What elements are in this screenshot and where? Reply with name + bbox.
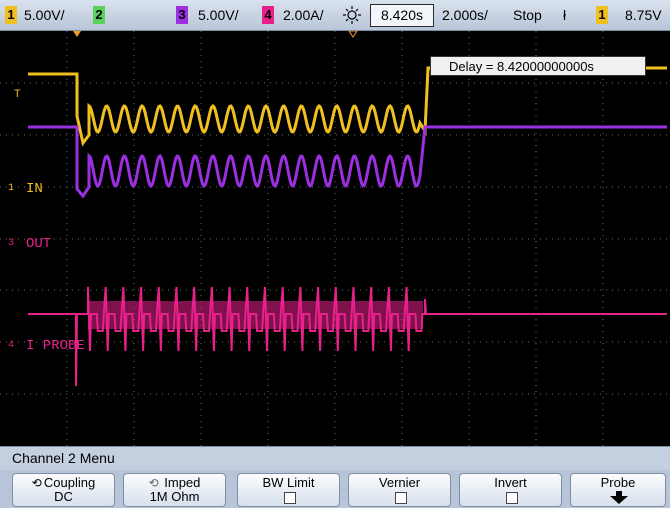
ch3-indicator[interactable]: 3 [176, 6, 188, 24]
impedance-softkey[interactable]: ⟲ Imped 1M Ohm [123, 473, 226, 507]
brightness-icon[interactable] [341, 0, 363, 30]
graticule-grid [0, 31, 670, 446]
vernier-softkey[interactable]: Vernier [348, 473, 451, 507]
ch4-scale[interactable]: 2.00A/ [283, 7, 324, 23]
softkey-bar: ⟲ Coupling DC ⟲ Imped 1M Ohm BW Limit Ver… [0, 470, 670, 508]
trigger-position-readout[interactable]: 8.420s [370, 4, 434, 27]
vernier-label: Vernier [378, 475, 421, 490]
ch3-ground-marker[interactable]: 3 [8, 238, 15, 249]
ch4-ground-marker[interactable]: 4 [8, 340, 15, 351]
rotary-knob-icon: ⟲ [148, 476, 159, 490]
delay-readout: Delay = 8.42000000000s [430, 56, 646, 76]
ch3-waveform [28, 125, 667, 199]
rotary-knob-icon: ⟲ [31, 476, 42, 490]
menu-title: Channel 2 Menu [12, 450, 115, 466]
probe-softkey[interactable]: Probe [570, 473, 666, 507]
delay-marker-icon [348, 31, 358, 38]
waveform-graticule [0, 31, 670, 446]
ch1-indicator[interactable]: 1 [5, 6, 17, 24]
waveform-area[interactable]: T 1 IN 3 OUT 4 I PROBE Delay = 8.4200000… [0, 31, 670, 446]
trigger-source[interactable]: 1 [596, 6, 608, 24]
ch1-scale[interactable]: 5.00V/ [24, 7, 65, 23]
probe-label: Probe [600, 475, 636, 490]
invert-checkbox[interactable] [505, 492, 518, 504]
ch4-indicator[interactable]: 4 [262, 6, 274, 24]
bw-limit-softkey[interactable]: BW Limit [237, 473, 340, 507]
impedance-value: 1M Ohm [149, 489, 200, 504]
ch3-label: OUT [26, 236, 52, 252]
status-bar: 1 5.00V/ 2 3 5.00V/ 4 2.00A/ 8.420s 2.00… [0, 0, 670, 31]
invert-label: Invert [494, 475, 527, 490]
run-state[interactable]: Stop [513, 7, 542, 23]
ch1-ground-marker[interactable]: 1 [8, 183, 15, 194]
trigger-marker-icon [73, 31, 81, 37]
ch2-indicator[interactable]: 2 [93, 6, 105, 24]
ch1-trigger-level-marker: T [14, 89, 21, 101]
ch1-label: IN [26, 181, 43, 197]
bw-limit-checkbox[interactable] [283, 492, 296, 504]
invert-softkey[interactable]: Invert [459, 473, 562, 507]
coupling-value: DC [54, 489, 73, 504]
coupling-softkey[interactable]: ⟲ Coupling DC [12, 473, 115, 507]
bw-limit-label: BW Limit [262, 475, 315, 490]
ch4-label: I PROBE [26, 338, 85, 354]
ch4-envelope [88, 301, 423, 329]
ch3-scale[interactable]: 5.00V/ [198, 7, 239, 23]
trigger-edge-icon[interactable]: ł [563, 7, 567, 23]
timebase-readout[interactable]: 2.000s/ [442, 7, 488, 23]
menu-title-bar: Channel 2 Menu [0, 446, 670, 471]
vernier-checkbox[interactable] [394, 492, 407, 504]
trigger-level[interactable]: 8.75V [625, 7, 662, 23]
submenu-down-arrow-icon [610, 491, 628, 504]
ch1-waveform [28, 66, 667, 147]
